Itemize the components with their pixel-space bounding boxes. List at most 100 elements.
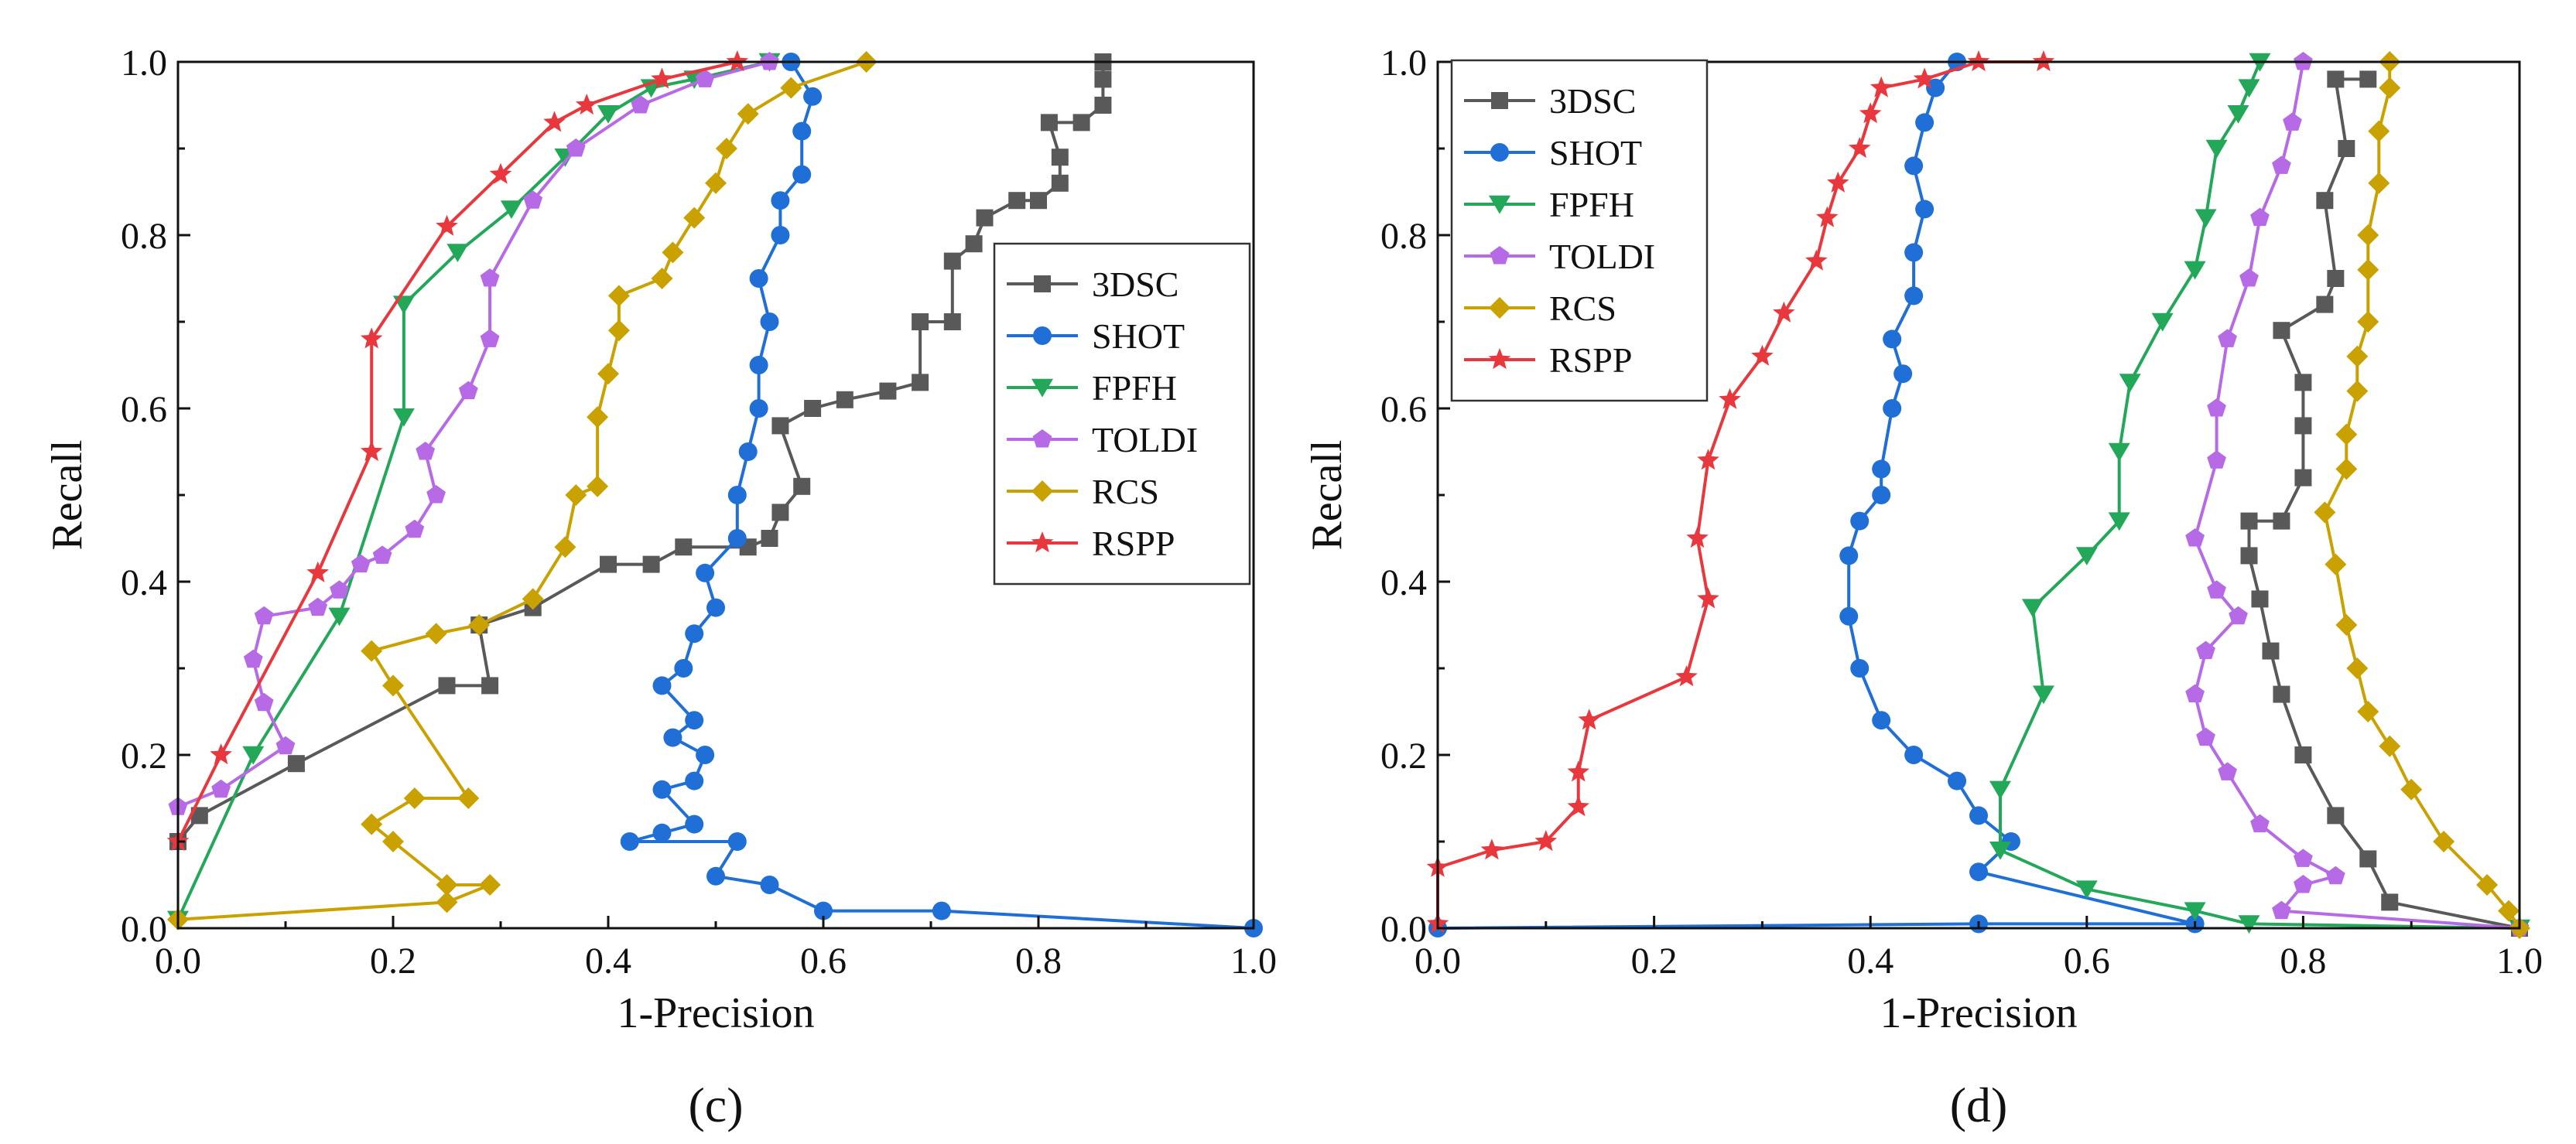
point-3dsc: [1072, 114, 1090, 131]
point-rcs: [2476, 874, 2499, 896]
point-fpfh: [392, 295, 415, 315]
point-shot: [738, 442, 758, 461]
point-rcs: [2335, 458, 2358, 480]
series-line-fpfh: [176, 60, 770, 920]
point-rspp: [360, 440, 383, 462]
point-shot: [727, 529, 747, 548]
point-rcs: [565, 484, 587, 506]
point-toldi: [2196, 640, 2215, 660]
point-fpfh: [2108, 512, 2130, 531]
point-shot: [706, 598, 725, 617]
point-shot: [1904, 243, 1924, 262]
point-rcs: [2335, 423, 2358, 446]
legend-label: 3DSC: [1549, 81, 1636, 121]
point-rspp: [436, 214, 458, 236]
panel-label: (d): [1950, 1077, 2008, 1132]
point-3dsc: [771, 504, 789, 521]
y-tick-label: 0.4: [121, 562, 167, 603]
point-shot: [803, 87, 823, 106]
point-3dsc: [2316, 192, 2334, 210]
point-shot: [1872, 459, 1891, 479]
point-rcs: [607, 285, 630, 307]
point-rspp: [1827, 171, 1849, 193]
point-rspp: [1534, 830, 1558, 852]
point-rcs: [468, 614, 491, 636]
point-3dsc: [2273, 322, 2290, 340]
point-rspp: [210, 743, 232, 765]
y-tick-label: 0.6: [1380, 389, 1427, 430]
point-shot: [1839, 606, 1859, 626]
point-toldi: [2283, 112, 2302, 131]
point-3dsc: [804, 400, 822, 417]
legend-item-shot: SHOT: [1007, 316, 1185, 356]
x-tick-label: 0.2: [370, 941, 416, 982]
point-rspp: [1697, 587, 1719, 609]
point-shot: [1915, 200, 1935, 219]
point-shot: [663, 728, 682, 747]
point-rspp: [1697, 449, 1719, 470]
point-shot: [792, 121, 812, 141]
y-tick-label: 0.8: [121, 216, 167, 257]
point-rspp: [1567, 760, 1589, 782]
point-rspp: [1816, 206, 1839, 227]
point-rcs: [554, 536, 576, 558]
legend: 3DSC SHOT FPFH TOLDI RCS RSPP: [1450, 59, 1709, 402]
legend-marker-3dsc: [1034, 275, 1051, 292]
point-rspp: [1870, 76, 1893, 97]
point-toldi: [2218, 329, 2237, 347]
point-3dsc: [2294, 417, 2312, 435]
legend-item-rspp: RSPP: [1007, 524, 1175, 563]
point-fpfh: [328, 607, 351, 627]
point-fpfh: [2108, 442, 2130, 462]
point-shot: [620, 832, 639, 851]
legend-label: FPFH: [1092, 368, 1177, 408]
point-toldi: [2207, 580, 2226, 599]
point-fpfh: [597, 105, 619, 124]
point-3dsc: [1008, 192, 1026, 210]
point-3dsc: [1094, 70, 1112, 88]
point-fpfh: [392, 408, 415, 427]
legend-item-3dsc: 3DSC: [1007, 265, 1179, 304]
point-fpfh: [446, 244, 469, 262]
point-rspp: [1859, 102, 1882, 124]
series-group: [166, 50, 1263, 937]
point-fpfh: [2075, 880, 2098, 900]
point-toldi: [480, 268, 500, 287]
legend-item-fpfh: FPFH: [1464, 185, 1634, 224]
point-rcs: [715, 138, 737, 159]
y-tick-label: 0.8: [1380, 216, 1427, 257]
point-fpfh: [2184, 902, 2206, 921]
legend-item-rcs: RCS: [1007, 472, 1159, 511]
point-shot: [1969, 862, 1988, 882]
legend-item-rspp: RSPP: [1464, 340, 1632, 380]
legend-item-fpfh: FPFH: [1007, 368, 1177, 408]
point-fpfh: [2021, 599, 2044, 618]
point-toldi: [2185, 528, 2205, 547]
series-line-rcs: [177, 60, 867, 921]
point-rcs: [737, 103, 759, 125]
point-rcs: [403, 787, 426, 809]
point-toldi: [426, 485, 446, 504]
point-rcs: [2346, 345, 2369, 367]
point-shot: [814, 901, 833, 920]
point-toldi: [275, 736, 296, 755]
x-tick-label: 0.8: [2280, 941, 2326, 982]
point-toldi: [2250, 814, 2270, 833]
point-3dsc: [481, 677, 499, 695]
series-rspp: [166, 50, 749, 852]
point-toldi: [695, 69, 715, 87]
legend: 3DSC SHOT FPFH TOLDI RCS RSPP: [993, 242, 1251, 586]
point-3dsc: [2240, 512, 2258, 530]
series-toldi: [168, 52, 779, 815]
point-rspp: [1480, 838, 1504, 860]
point-fpfh: [2205, 139, 2228, 159]
point-shot: [1904, 746, 1924, 764]
legend-item-3dsc: 3DSC: [1464, 81, 1636, 121]
point-toldi: [631, 95, 651, 114]
legend-label: FPFH: [1549, 185, 1634, 224]
point-rcs: [780, 77, 802, 99]
y-tick-label: 0.6: [121, 389, 167, 430]
point-shot: [727, 486, 747, 504]
point-toldi: [405, 519, 425, 538]
